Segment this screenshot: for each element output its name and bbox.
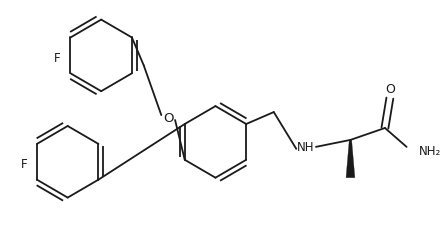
Polygon shape <box>346 140 355 178</box>
Text: F: F <box>21 158 27 171</box>
Text: O: O <box>385 83 395 96</box>
Text: O: O <box>163 112 173 124</box>
Text: NH₂: NH₂ <box>418 145 441 158</box>
Text: F: F <box>54 52 61 65</box>
Text: NH: NH <box>297 141 315 154</box>
